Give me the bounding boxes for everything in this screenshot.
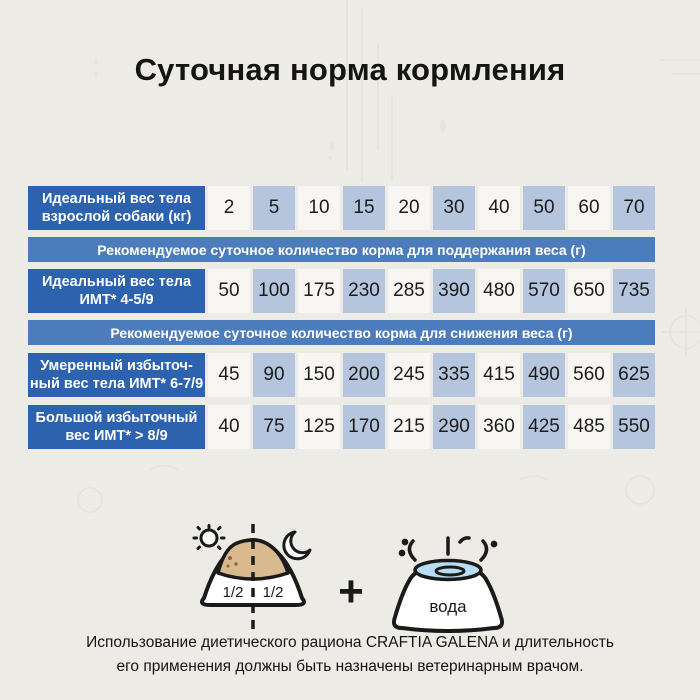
table-cell: 415	[478, 353, 520, 397]
table-cell: 170	[343, 405, 385, 449]
table-cell: 100	[253, 269, 295, 313]
table-cell: 50	[208, 269, 250, 313]
table-cell: 200	[343, 353, 385, 397]
row-label-moderate-overweight: Умеренный избыточ- ный вес тела ИМТ* 6-7…	[28, 353, 205, 397]
table-row-moderate-overweight: Умеренный избыточ- ный вес тела ИМТ* 6-7…	[28, 353, 655, 397]
water-bowl-icon: вода	[391, 536, 504, 633]
table-cell: 650	[568, 269, 610, 313]
table-cell: 215	[388, 405, 430, 449]
row-cells: 40 75 125 170 215 290 360 425 485 550	[208, 405, 655, 449]
footer-line-2: его применения должны быть назначены вет…	[116, 658, 584, 675]
table-cell: 480	[478, 269, 520, 313]
table-cell: 425	[523, 405, 565, 449]
row-label-line: Большой избыточный	[35, 410, 198, 426]
table-cell: 2	[208, 186, 250, 230]
row-cells: 45 90 150 200 245 335 415 490 560 625	[208, 353, 655, 397]
table-cell: 360	[478, 405, 520, 449]
table-cell: 735	[613, 269, 655, 313]
table-cell: 30	[433, 186, 475, 230]
water-surface	[413, 558, 483, 582]
row-label-line: взрослой собаки (кг)	[41, 209, 192, 225]
table-cell: 560	[568, 353, 610, 397]
row-label-line: Идеальный вес тела	[41, 274, 192, 290]
table-row-maintenance-amount: Идеальный вес тела ИМТ* 4-5/9 50 100 175…	[28, 269, 655, 313]
table-cell: 230	[343, 269, 385, 313]
row-label-line: вес ИМТ* > 8/9	[65, 428, 168, 444]
table-cell: 70	[613, 186, 655, 230]
banner-maintenance: Рекомендуемое суточное количество корма …	[28, 237, 655, 262]
sun-icon	[192, 524, 226, 550]
row-label-ideal-imt: Идеальный вес тела ИМТ* 4-5/9	[28, 269, 205, 313]
table-cell: 285	[388, 269, 430, 313]
row-label-line: ный вес тела ИМТ* 6-7/9	[29, 376, 204, 392]
table-row-high-overweight: Большой избыточный вес ИМТ* > 8/9 40 75 …	[28, 405, 655, 449]
water-label: вода	[429, 597, 467, 616]
table-cell: 390	[433, 269, 475, 313]
footer-note: Использование диетического рациона CRAFT…	[50, 631, 650, 679]
row-label-ideal-weight: Идеальный вес тела взрослой собаки (кг)	[28, 186, 205, 230]
table-cell: 290	[433, 405, 475, 449]
table-cell: 625	[613, 353, 655, 397]
table-cell: 20	[388, 186, 430, 230]
table-cell: 15	[343, 186, 385, 230]
table-cell: 90	[253, 353, 295, 397]
page-title: Суточная норма кормления	[134, 52, 566, 87]
moon-icon	[282, 530, 312, 561]
table-cell: 490	[523, 353, 565, 397]
banner-reduction: Рекомендуемое суточное количество корма …	[28, 320, 655, 345]
table-cell: 550	[613, 405, 655, 449]
plus-sign: +	[338, 567, 364, 616]
row-label-high-overweight: Большой избыточный вес ИМТ* > 8/9	[28, 405, 205, 449]
table-cell: 10	[298, 186, 340, 230]
footer-line-1: Использование диетического рациона CRAFT…	[86, 634, 614, 651]
table-cell: 75	[253, 405, 295, 449]
half-portion-right-label: 1/2	[263, 584, 284, 601]
table-row-ideal-weight: Идеальный вес тела взрослой собаки (кг) …	[28, 186, 655, 230]
table-cell: 50	[523, 186, 565, 230]
table-cell: 570	[523, 269, 565, 313]
row-label-line: ИМТ* 4-5/9	[79, 292, 154, 308]
feeding-icons: 1/2 1/2 + вода	[0, 524, 700, 636]
row-label-line: Идеальный вес тела	[41, 191, 192, 207]
table-cell: 245	[388, 353, 430, 397]
feeding-table: Идеальный вес тела взрослой собаки (кг) …	[28, 186, 655, 449]
row-cells: 50 100 175 230 285 390 480 570 650 735	[208, 269, 655, 313]
table-cell: 335	[433, 353, 475, 397]
table-cell: 175	[298, 269, 340, 313]
row-cells: 2 5 10 15 20 30 40 50 60 70	[208, 186, 655, 230]
table-cell: 40	[208, 405, 250, 449]
table-cell: 60	[568, 186, 610, 230]
food-bowl-half-half-icon: 1/2 1/2	[192, 524, 312, 636]
table-cell: 40	[478, 186, 520, 230]
water-splash-icon	[398, 536, 498, 562]
table-cell: 5	[253, 186, 295, 230]
table-cell: 125	[298, 405, 340, 449]
table-cell: 45	[208, 353, 250, 397]
table-cell: 485	[568, 405, 610, 449]
row-label-line: Умеренный избыточ-	[40, 358, 193, 374]
half-portion-left-label: 1/2	[223, 584, 244, 601]
table-cell: 150	[298, 353, 340, 397]
